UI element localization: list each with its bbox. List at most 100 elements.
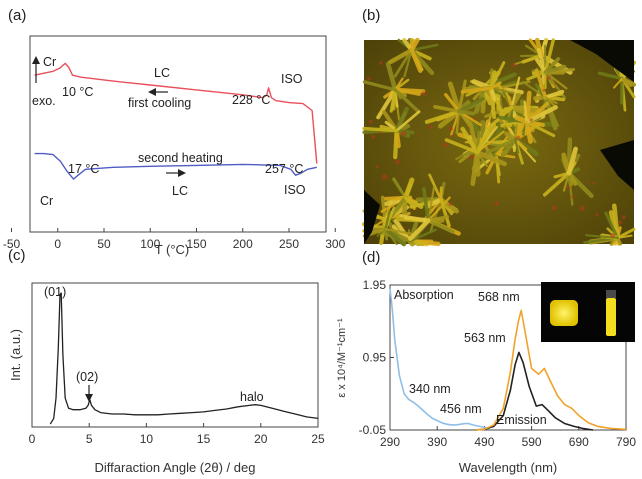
crystal-branch: [500, 137, 518, 158]
dsc-cr-top-label: Cr: [43, 55, 56, 69]
crystal-red-domain: [542, 88, 546, 92]
crystal-red-domain: [368, 119, 373, 124]
crystal-branch: [395, 110, 421, 132]
dsc-series-line-0: [34, 62, 318, 164]
crystal-branch: [384, 227, 414, 236]
dsc-plot-frame: [29, 35, 327, 233]
crystal-branch: [392, 177, 407, 200]
crystal-red-domain: [403, 226, 406, 230]
crystal-red-domain: [428, 124, 433, 129]
spectra-x-tick-label: 690: [569, 435, 589, 449]
spectra-y-tick-label: 0.95: [363, 351, 387, 365]
spectra-x-axis-label: Wavelength (nm): [459, 460, 558, 475]
crystal-branch: [387, 48, 414, 64]
crystal-branch: [393, 88, 420, 114]
crystal-red-domain: [450, 134, 454, 138]
dsc-first-cooling-label: first cooling: [128, 96, 191, 110]
crystal-branch: [566, 146, 578, 176]
spectra-series-line-0: [389, 288, 490, 430]
crystal-branch: [393, 88, 421, 96]
crystal-red-domain: [610, 233, 616, 239]
crystal-branch: [567, 172, 574, 206]
dsc-x-tick-label: 250: [279, 237, 299, 251]
crystal-branch: [597, 71, 624, 81]
crystal-red-domain: [554, 82, 557, 85]
inset-vial-sample: [606, 298, 616, 336]
crystal-branch: [534, 68, 548, 100]
xrd-x-tick-label: 5: [86, 432, 93, 446]
spectra-563nm-label: 563 nm: [464, 331, 506, 345]
crystal-red-domain: [595, 212, 599, 217]
panel-label-a: (a): [8, 7, 26, 24]
crystal-branch: [384, 227, 389, 241]
crystal-branch: [384, 210, 391, 231]
crystal-branch: [384, 195, 408, 201]
crystal-red-domain: [448, 202, 453, 206]
dsc-x-tick-label: 150: [186, 237, 206, 251]
crystal-red-domain: [473, 117, 477, 121]
spectra-absorption-label: Absorption: [394, 288, 454, 302]
dsc-17c-label: 17 °C: [68, 162, 99, 176]
crystal-branch: [474, 149, 508, 167]
xrd-y-axis-label: Int. (a.u.): [8, 329, 23, 381]
crystal-branch: [523, 100, 529, 124]
crystal-branch: [439, 197, 451, 228]
crystal-red-domain: [400, 130, 407, 137]
crystal-branch: [542, 171, 571, 197]
xrd-peak02-arrowhead: [85, 394, 93, 402]
crystal-branch: [393, 48, 414, 78]
spectra-ticks: 290 390 490 590 690 790 -0.05 0.95 1.95: [359, 278, 637, 449]
heating-arrowhead: [178, 169, 186, 177]
crystal-red-domain: [379, 60, 383, 65]
crystal-branch: [447, 81, 462, 114]
crystal-branch: [457, 110, 471, 128]
crystal-branch: [470, 149, 480, 187]
xrd-chart: 0 5 10 15 20 25 Diffaraction Angle (2θ) / deg…: [8, 282, 325, 475]
crystal-branch: [385, 61, 398, 93]
crystal-branch: [543, 38, 555, 74]
xrd-x-tick-label: 0: [29, 432, 36, 446]
panel-label-c: (c): [8, 247, 26, 264]
dark-void-region: [364, 190, 380, 244]
cooling-arrowhead: [148, 88, 156, 96]
crystal-branch: [535, 58, 548, 75]
xrd-peak01-label: (01): [44, 285, 66, 299]
crystal-branch: [455, 110, 461, 135]
dsc-x-tick-label: 200: [233, 237, 253, 251]
crystal-branch: [444, 93, 461, 114]
exo-arrowhead: [32, 56, 40, 64]
crystal-branch: [490, 87, 515, 95]
crystal-red-domain: [416, 133, 419, 136]
spectra-568nm-label: 568 nm: [478, 290, 520, 304]
pom-micrograph: [361, 37, 637, 247]
crystal-branch: [460, 86, 494, 94]
crystal-red-domain: [469, 154, 475, 160]
xrd-x-tick-label: 20: [254, 432, 268, 446]
crystal-branch: [439, 186, 443, 201]
crystal-branch: [380, 195, 388, 222]
dsc-257c-label: 257 °C: [265, 162, 303, 176]
spectra-340nm-label: 340 nm: [409, 382, 451, 396]
crystal-branch: [553, 171, 571, 179]
crystal-branch: [390, 87, 398, 111]
dark-void-region: [570, 40, 634, 82]
crystal-branch: [403, 177, 415, 201]
xrd-x-ticks: 0 5 10 15 20 25: [29, 423, 325, 446]
xrd-series-line-0: [49, 292, 319, 425]
crystal-branch: [544, 96, 558, 105]
dsc-cr-bottom-label: Cr: [40, 194, 53, 208]
crystal-branch: [474, 130, 491, 155]
crystal-branch: [460, 126, 480, 155]
spectra-y-tick-label: 1.95: [363, 278, 387, 292]
crystal-branch: [427, 196, 451, 222]
crystal-branch: [484, 137, 518, 155]
crystal-branch: [362, 126, 399, 133]
xrd-plot-frame: [31, 282, 319, 428]
dsc-series-line-1: [34, 152, 317, 180]
dsc-chart: -50 0 50 100 150 200 250 300 T (°C) Cr exo. 10 …: [3, 35, 346, 257]
crystal-branch: [409, 48, 424, 72]
dsc-228c-label: 228 °C: [232, 93, 270, 107]
crystal-branch: [438, 197, 460, 214]
panel-label-d: (d): [362, 249, 380, 266]
xrd-x-tick-label: 25: [311, 432, 325, 446]
